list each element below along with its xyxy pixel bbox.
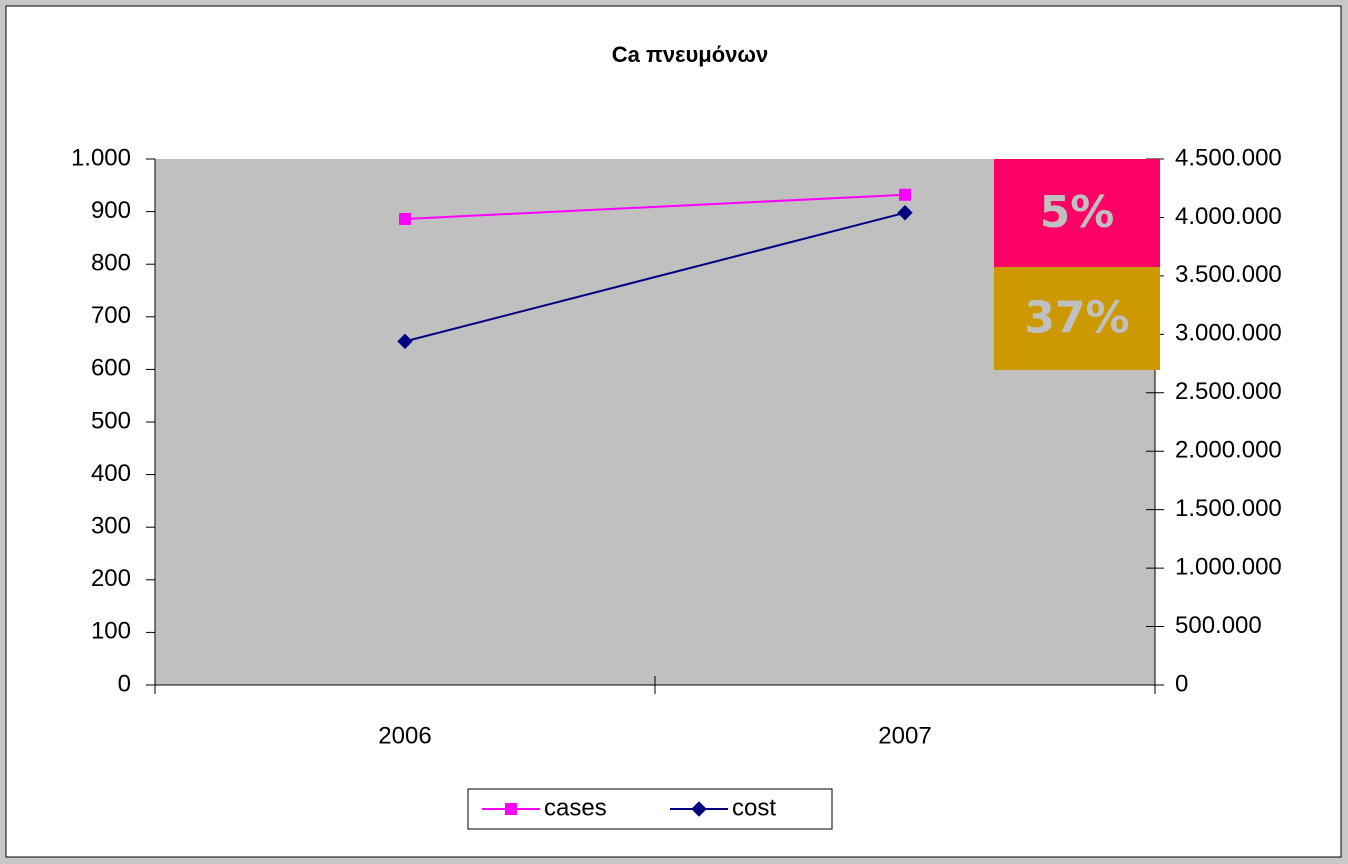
series-line xyxy=(404,211,906,343)
y-tick-label: 400 xyxy=(91,460,131,487)
y2-tick-label: 1.500.000 xyxy=(1175,495,1282,522)
y2-tick-label: 500.000 xyxy=(1175,612,1262,639)
y-tick-label: 500 xyxy=(91,407,131,434)
y-tick-label: 200 xyxy=(91,565,131,592)
y-tick-label: 100 xyxy=(91,618,131,645)
annotation-box xyxy=(994,159,1160,267)
y-tick-label: 600 xyxy=(91,355,131,382)
y-tick-label: 1.000 xyxy=(71,144,131,171)
legend-marker xyxy=(505,803,517,815)
y2-tick-label: 3.500.000 xyxy=(1175,261,1282,288)
y2-tick-label: 3.000.000 xyxy=(1175,320,1282,347)
legend-label: cases xyxy=(544,794,607,821)
y2-tick-label: 4.000.000 xyxy=(1175,203,1282,230)
annotation-box xyxy=(994,267,1160,370)
marker xyxy=(399,212,411,225)
chart-title: Ca πνευμόνων xyxy=(612,42,769,67)
plot-area xyxy=(155,159,1155,685)
annotation-text: 37% xyxy=(1024,293,1129,344)
marker xyxy=(899,188,911,201)
marker xyxy=(897,205,913,221)
marker xyxy=(397,333,413,350)
y-tick-label: 900 xyxy=(91,197,131,224)
y-tick-label: 800 xyxy=(91,250,131,277)
y2-tick-label: 2.000.000 xyxy=(1175,437,1282,464)
y2-tick-label: 1.000.000 xyxy=(1175,553,1282,580)
y2-tick-label: 0 xyxy=(1175,670,1188,697)
annotation-text: 5% xyxy=(1040,187,1115,238)
series-line xyxy=(404,193,906,220)
y-tick-label: 700 xyxy=(91,302,131,329)
y2-tick-label: 2.500.000 xyxy=(1175,378,1282,405)
y-tick-label: 0 xyxy=(118,670,131,697)
y-tick-label: 300 xyxy=(91,513,131,540)
legend-label: cost xyxy=(732,794,776,821)
y2-tick-label: 4.500.000 xyxy=(1175,144,1282,171)
legend-marker xyxy=(691,801,707,817)
x-tick-label: 2007 xyxy=(878,722,931,749)
x-tick-label: 2006 xyxy=(378,722,431,749)
